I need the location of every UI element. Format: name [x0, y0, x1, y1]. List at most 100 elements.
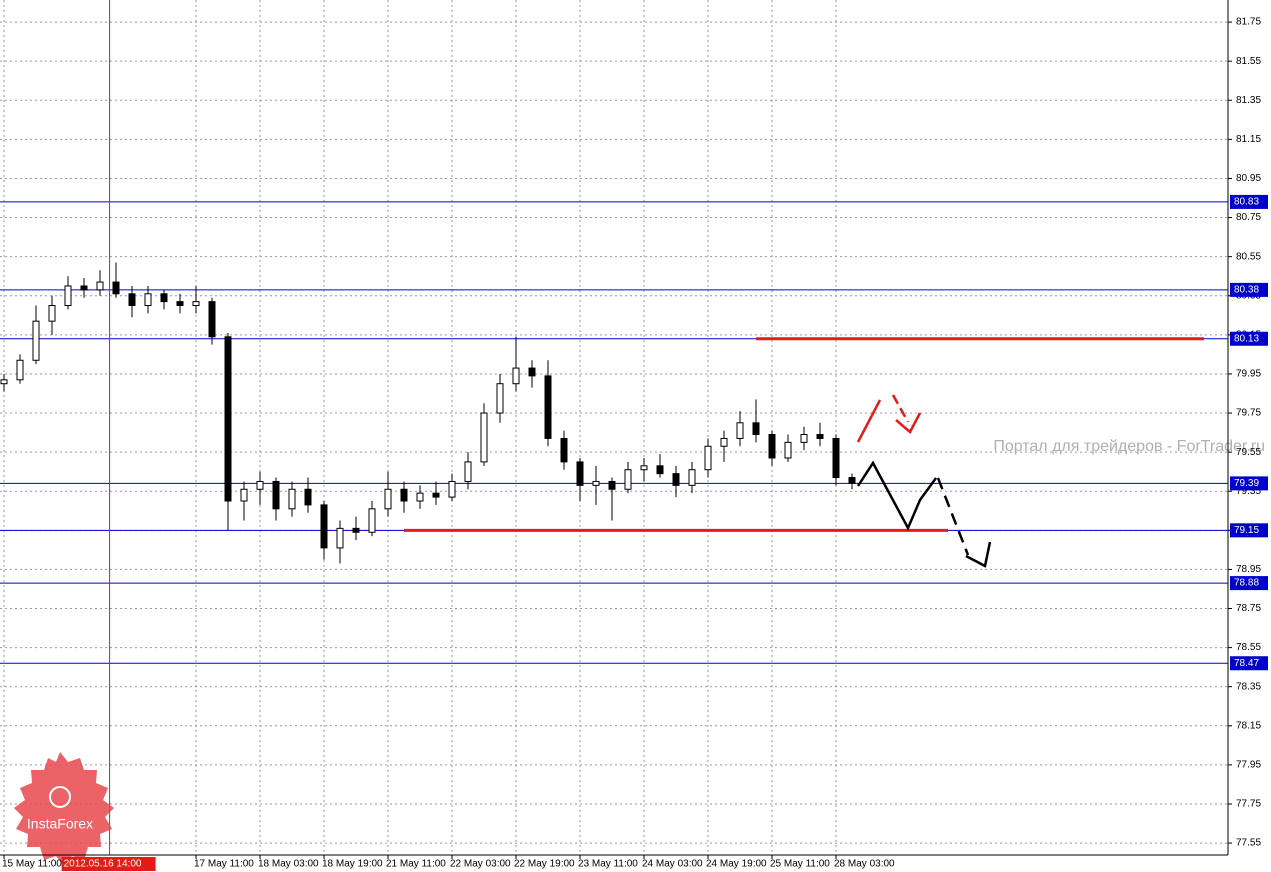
x-tick-label: 25 May 11:00 — [770, 859, 830, 870]
y-tick-label: 79.55 — [1236, 447, 1261, 458]
candle-body — [608, 480, 616, 490]
x-tick-label: 18 May 03:00 — [258, 859, 319, 870]
candle-body — [16, 359, 24, 381]
crosshair-label: 2012.05.16 14:00 — [64, 859, 142, 870]
candle-body — [32, 320, 40, 361]
forecast-red-arrow — [895, 412, 922, 434]
y-tick-label: 80.75 — [1236, 212, 1261, 223]
candle-body — [464, 461, 472, 482]
candle-body — [416, 492, 424, 502]
level-label: 80.38 — [1234, 285, 1259, 296]
x-tick-label: 22 May 19:00 — [514, 859, 575, 870]
candle-body — [448, 480, 456, 498]
crosshair-label-box — [61, 857, 156, 871]
y-tick-label: 78.75 — [1236, 603, 1261, 614]
candle-body — [48, 305, 56, 322]
forecast-red — [891, 394, 910, 423]
level-label-box — [1230, 576, 1268, 591]
forecast — [856, 394, 992, 568]
y-tick-label: 78.95 — [1236, 564, 1261, 575]
y-tick-label: 79.35 — [1236, 486, 1261, 497]
level-label: 78.88 — [1234, 578, 1259, 589]
x-tick-label: 21 May 11:00 — [386, 859, 446, 870]
candle-body — [544, 375, 552, 439]
level-label: 78.47 — [1234, 658, 1259, 669]
candle-body — [320, 504, 328, 549]
candle-body — [848, 477, 856, 484]
candle-body — [256, 480, 264, 490]
candle-body — [656, 465, 664, 475]
y-tick-label: 81.15 — [1236, 134, 1261, 145]
x-tick-label: 18 May 19:00 — [322, 859, 383, 870]
y-tick-label: 81.75 — [1236, 17, 1261, 28]
x-tick-label: 23 May 11:00 — [578, 859, 638, 870]
candle-body — [480, 412, 488, 463]
y-tick-label: 80.95 — [1236, 173, 1261, 184]
level-label: 79.15 — [1234, 525, 1259, 536]
forecast-black — [856, 460, 938, 531]
watermark: Портал для трейдеров - ForTrader.ru — [993, 438, 1265, 455]
candle-body — [400, 488, 408, 502]
y-tick-label: 78.55 — [1236, 642, 1261, 653]
x-tick-label: 24 May 19:00 — [706, 859, 767, 870]
candle-body — [784, 441, 792, 459]
candle-body — [176, 301, 184, 307]
y-tick-label: 79.95 — [1236, 369, 1261, 380]
candle-body — [560, 437, 568, 463]
candle-body — [208, 301, 216, 338]
candle-body — [512, 367, 520, 385]
candle-body — [832, 437, 840, 479]
candle-body — [816, 434, 824, 439]
candle-body — [64, 285, 72, 307]
y-tick-label: 77.75 — [1236, 799, 1261, 810]
candle-body — [368, 508, 376, 533]
candle-body — [336, 527, 344, 549]
candle-body — [0, 379, 8, 385]
candle-body — [800, 434, 808, 443]
candle-body — [752, 422, 760, 436]
level-label: 80.13 — [1234, 333, 1259, 344]
marks — [0, 0, 1228, 855]
candle-body — [288, 488, 296, 510]
y-tick-label: 81.55 — [1236, 56, 1261, 67]
candle-body — [240, 488, 248, 502]
candle-body — [352, 527, 360, 533]
candle-body — [80, 285, 88, 291]
candle-body — [688, 469, 696, 486]
x-tick-label: 15 May 11:00 — [2, 859, 62, 870]
candle-body — [704, 445, 712, 471]
level-label-box — [1230, 656, 1268, 671]
y-tick-label: 77.95 — [1236, 760, 1261, 771]
candle-body — [768, 434, 776, 459]
y-tick-label: 81.35 — [1236, 95, 1261, 106]
candle-body — [144, 293, 152, 307]
y-tick-label: 79.75 — [1236, 408, 1261, 419]
candle-body — [672, 473, 680, 486]
candle-body — [592, 480, 600, 486]
candle-body — [624, 469, 632, 490]
y-tick-label: 78.35 — [1236, 681, 1261, 692]
logo-badge — [14, 752, 114, 866]
logo: InstaForex — [14, 752, 114, 866]
candle-body — [432, 492, 440, 498]
y-tick-label: 78.15 — [1236, 720, 1261, 731]
x-tick-label: 24 May 03:00 — [642, 859, 703, 870]
y-tick-label: 80.55 — [1236, 251, 1261, 262]
candle-body — [384, 488, 392, 510]
candle-body — [192, 301, 200, 307]
candle-body — [496, 383, 504, 414]
forecast-black — [936, 477, 970, 556]
candle-body — [160, 293, 168, 303]
y-tick-label: 77.55 — [1236, 838, 1261, 849]
candle-body — [128, 293, 136, 307]
level-label: 79.39 — [1234, 478, 1259, 489]
forecast-black-arrow — [965, 541, 992, 568]
level-label: 80.83 — [1234, 197, 1259, 208]
level-label-box — [1230, 282, 1268, 297]
candle-body — [720, 437, 728, 447]
level-label-box — [1230, 523, 1268, 538]
candle-body — [736, 422, 744, 439]
logo-icon — [49, 786, 71, 808]
candle-body — [96, 281, 104, 291]
